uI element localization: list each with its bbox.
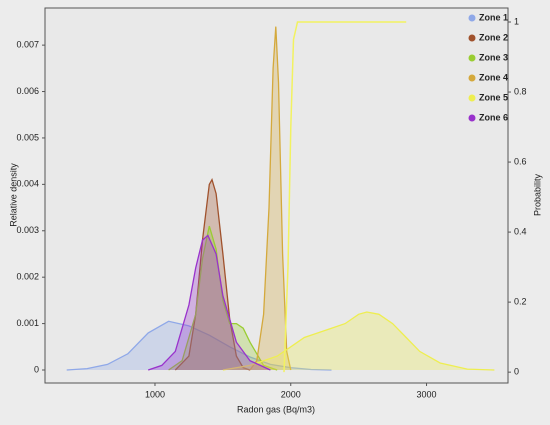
legend-marker (468, 94, 476, 102)
density-area (66, 321, 332, 371)
legend-marker (468, 74, 476, 82)
y-tick-label: 0.001 (16, 318, 39, 328)
density-area (168, 226, 278, 371)
legend-label: Zone 2 (479, 32, 508, 42)
plot-frame (44, 7, 509, 384)
y2-axis-label: Probability (532, 173, 542, 216)
legend-marker (468, 114, 476, 122)
y-tick-label: 0.002 (16, 272, 39, 282)
y2-tick-label: 1 (514, 16, 519, 26)
y-tick-label: 0.005 (16, 132, 39, 142)
legend-label: Zone 1 (479, 12, 508, 22)
x-axis-label: Radon gas (Bq/m3) (237, 404, 315, 414)
legend-marker (468, 54, 476, 62)
y-tick-label: 0.006 (16, 86, 39, 96)
density-area (250, 26, 291, 371)
legend-marker (468, 34, 476, 42)
density-line (249, 26, 292, 371)
density-line (174, 178, 251, 371)
x-tick-label: 2000 (281, 389, 301, 399)
legend-label: Zone 5 (479, 92, 508, 102)
y2-tick-label: 0.4 (514, 226, 527, 236)
density-line (147, 234, 271, 371)
y-tick-label: 0.003 (16, 225, 39, 235)
y-tick-label: 0.007 (16, 40, 39, 50)
y-tick-label: 0.004 (16, 179, 39, 189)
x-tick-label: 1000 (145, 389, 165, 399)
density-line (168, 225, 278, 371)
x-tick-label: 3000 (417, 389, 437, 399)
legend-marker (468, 14, 476, 22)
y-tick-label: 0 (34, 364, 39, 374)
y2-tick-label: 0.2 (514, 296, 527, 306)
y2-tick-label: 0.6 (514, 156, 527, 166)
legend-label: Zone 3 (479, 52, 508, 62)
density-line (66, 320, 332, 371)
density-area (148, 235, 271, 371)
density-area (175, 179, 250, 371)
legend-label: Zone 4 (479, 72, 508, 82)
density-line (222, 311, 495, 371)
legend-label: Zone 6 (479, 112, 508, 122)
y2-tick-label: 0 (514, 367, 519, 377)
cumulative-line (283, 21, 407, 373)
y-axis-label: Relative density (8, 163, 18, 227)
y2-tick-label: 0.8 (514, 86, 527, 96)
